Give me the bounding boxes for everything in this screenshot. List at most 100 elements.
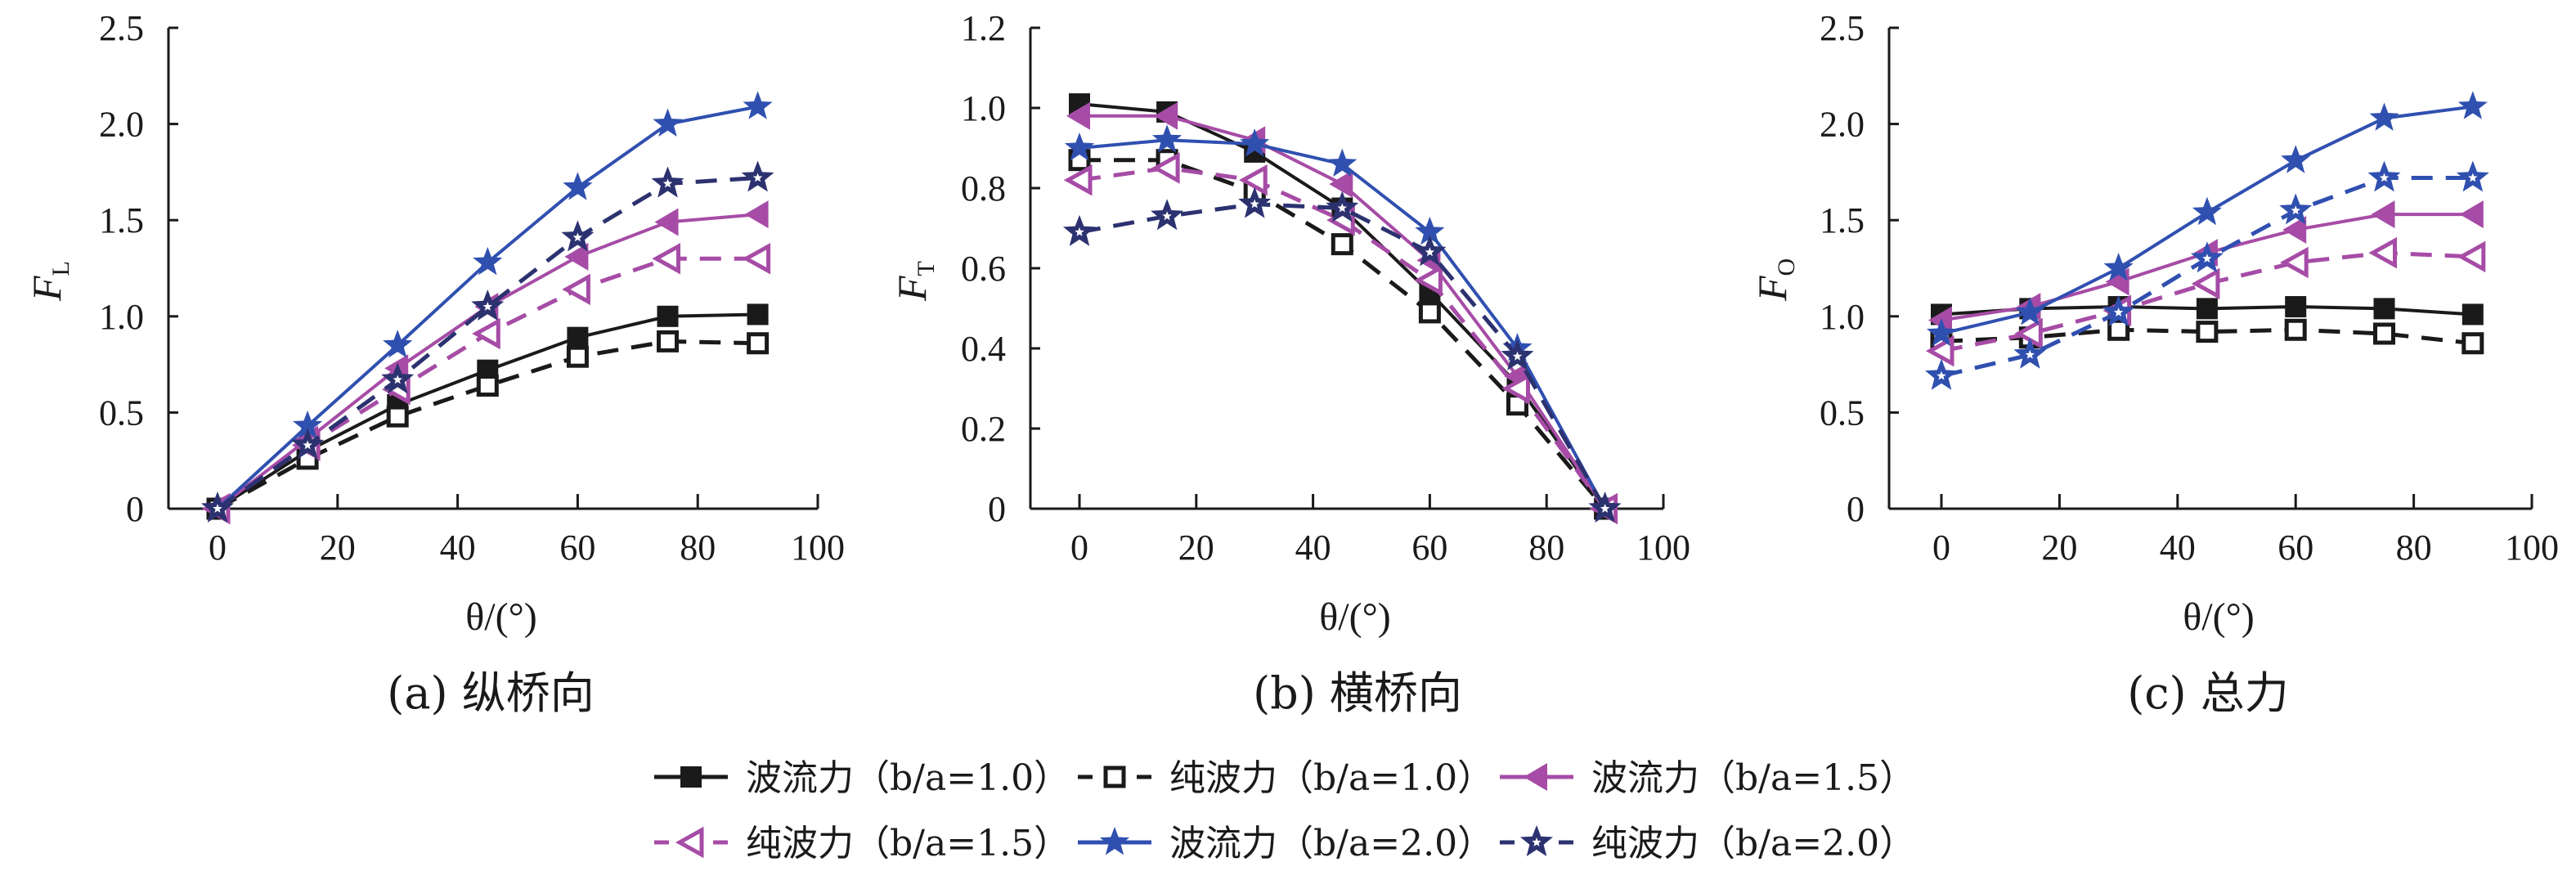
y-tick-label: 1.5 [1820, 200, 1865, 240]
legend-label: 波流力（b/a=1.5） [1591, 757, 1915, 799]
data-point [2373, 298, 2395, 320]
data-point [2368, 236, 2397, 269]
y-axis-label-main: F [24, 276, 70, 302]
data-point [2369, 102, 2399, 131]
legend-item: 纯波力（b/a=1.5） [654, 823, 1070, 864]
x-tick-label: 80 [1528, 528, 1564, 568]
data-point [381, 362, 415, 394]
data-point [653, 108, 683, 137]
data-point [561, 220, 595, 252]
y-tick-label: 2.5 [1820, 8, 1865, 48]
legend-marker [1524, 763, 1547, 791]
data-point [2457, 91, 2488, 119]
data-point [1926, 318, 1957, 347]
legend-label: 纯波力（b/a=2.0） [1591, 823, 1915, 864]
data-point [1063, 214, 1096, 246]
data-point [657, 330, 679, 352]
data-point [2107, 318, 2130, 341]
data-point [291, 428, 325, 460]
y-tick-label: 0.8 [961, 168, 1006, 209]
data-point [2013, 337, 2047, 369]
data-point [2280, 246, 2309, 279]
y-axis-label-main: F [1749, 276, 1795, 302]
legend-label: 波流力（b/a=2.0） [1169, 823, 1493, 864]
y-tick-label: 2.0 [99, 105, 144, 145]
x-tick-label: 100 [791, 528, 845, 568]
data-point [562, 273, 590, 306]
data-point [1329, 170, 1353, 199]
y-tick-label: 0 [988, 489, 1006, 529]
legend-label: 纯波力（b/a=1.0） [1169, 757, 1493, 799]
data-point [2196, 321, 2219, 343]
data-point [1501, 339, 1534, 370]
data-point [1066, 101, 1090, 130]
x-tick-label: 100 [1636, 528, 1690, 568]
data-point [1063, 164, 1093, 196]
data-point [1414, 264, 1443, 296]
legend-item: 波流力（b/a=1.0） [654, 757, 1070, 799]
data-point [2281, 145, 2311, 173]
legend-label: 纯波力（b/a=1.5） [746, 823, 1070, 864]
legend-marker [1099, 827, 1130, 855]
y-tick-label: 2.0 [1820, 105, 1865, 145]
data-point [566, 345, 589, 368]
legend-marker [675, 826, 704, 859]
data-point [2015, 297, 2045, 326]
x-axis-label: θ/(°) [1319, 595, 1391, 639]
data-point [743, 91, 773, 119]
x-axis-label: θ/(°) [2183, 595, 2255, 639]
data-point [747, 303, 769, 326]
data-point [1418, 301, 1441, 324]
data-point [476, 374, 499, 397]
data-point [1239, 164, 1268, 196]
data-point [2367, 160, 2401, 192]
data-point [2284, 318, 2307, 341]
data-point [2192, 196, 2222, 226]
y-axis-label-subscript: L [47, 261, 74, 276]
y-axis-label-subscript: T [913, 261, 940, 276]
data-point [742, 242, 771, 275]
y-tick-label: 0.5 [99, 393, 144, 433]
data-point [1238, 186, 1272, 218]
data-point [1413, 235, 1447, 267]
y-axis-label: FT [889, 261, 940, 302]
x-tick-label: 60 [2278, 528, 2313, 568]
data-point [2190, 241, 2224, 273]
data-point [1327, 148, 1358, 177]
y-tick-label: 1.5 [99, 200, 144, 240]
series-5 [1063, 186, 1622, 523]
data-point [1928, 306, 1952, 334]
y-tick-label: 0.4 [961, 329, 1006, 369]
data-point [2462, 332, 2484, 355]
data-point [471, 290, 505, 321]
data-point [1925, 358, 1958, 390]
series-1 [1068, 149, 1617, 520]
y-axis-label-subscript: O [1773, 258, 1800, 276]
series-4 [1926, 91, 2488, 347]
x-tick-label: 20 [1178, 528, 1214, 568]
y-axis-label: FO [1749, 258, 1800, 302]
legend: 波流力（b/a=1.0） 纯波力（b/a=1.0） 波流力（b/a=1.5） 纯波力（… [654, 757, 1915, 864]
y-axis-label-main: F [889, 276, 935, 302]
x-tick-label: 100 [2505, 528, 2559, 568]
y-tick-label: 2.5 [99, 8, 144, 48]
legend-item: 纯波力（b/a=2.0） [1500, 823, 1915, 864]
data-point [747, 332, 770, 355]
data-point [386, 405, 409, 428]
legend-marker [680, 766, 702, 788]
legend-item: 纯波力（b/a=1.0） [1078, 757, 1493, 799]
y-tick-label: 0.2 [961, 409, 1006, 449]
data-point [383, 330, 413, 358]
y-tick-label: 1.2 [961, 8, 1006, 48]
x-tick-label: 40 [1295, 528, 1331, 568]
y-tick-label: 1.0 [961, 88, 1006, 128]
data-point [2191, 267, 2220, 300]
data-point [293, 410, 323, 439]
x-tick-label: 40 [440, 528, 476, 568]
y-tick-label: 0 [1847, 489, 1865, 529]
chart-panel-b: 00.20.40.60.81.01.20 20 40 60 80 100FTθ/(°)(b… [889, 8, 1690, 719]
data-point [201, 492, 234, 523]
